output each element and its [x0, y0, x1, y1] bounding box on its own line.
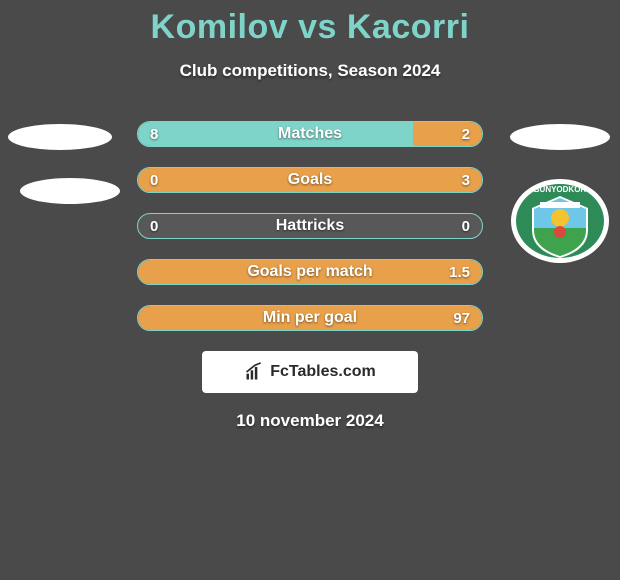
- stat-value-right: 97: [453, 306, 470, 330]
- club-crest-bunyodkor: BUNYODKOR: [510, 178, 610, 264]
- player-photo-left-1: [8, 124, 112, 150]
- source-badge-text: FcTables.com: [270, 363, 376, 381]
- stat-label: Hattricks: [138, 214, 482, 238]
- player-photo-right-1: [510, 124, 610, 150]
- stat-row: Goals per match1.5: [137, 259, 483, 285]
- date-label: 10 november 2024: [0, 411, 620, 431]
- stat-row: 8Matches2: [137, 121, 483, 147]
- chart-icon: [244, 362, 264, 382]
- stat-value-right: 1.5: [449, 260, 470, 284]
- stat-label: Goals: [138, 168, 482, 192]
- stat-row: 0Goals3: [137, 167, 483, 193]
- stat-row: 0Hattricks0: [137, 213, 483, 239]
- stat-label: Min per goal: [138, 306, 482, 330]
- subtitle: Club competitions, Season 2024: [0, 61, 620, 81]
- stat-label: Goals per match: [138, 260, 482, 284]
- page-title: Komilov vs Kacorri: [0, 8, 620, 47]
- source-badge: FcTables.com: [202, 351, 418, 393]
- player-photo-left-2: [20, 178, 120, 204]
- club-crest-name: BUNYODKOR: [534, 185, 587, 194]
- stat-label: Matches: [138, 122, 482, 146]
- stat-value-right: 0: [462, 214, 470, 238]
- stat-value-right: 3: [462, 168, 470, 192]
- stat-value-right: 2: [462, 122, 470, 146]
- stat-row: Min per goal97: [137, 305, 483, 331]
